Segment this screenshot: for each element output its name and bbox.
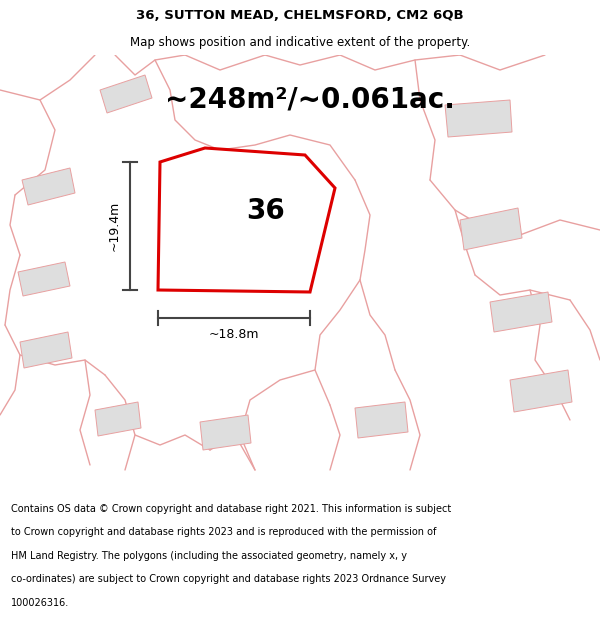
Text: ~18.8m: ~18.8m [209, 328, 259, 341]
Text: 36: 36 [246, 197, 285, 225]
Text: 100026316.: 100026316. [11, 598, 69, 608]
Polygon shape [490, 292, 552, 332]
Polygon shape [22, 168, 75, 205]
Polygon shape [20, 332, 72, 368]
Text: 36, SUTTON MEAD, CHELMSFORD, CM2 6QB: 36, SUTTON MEAD, CHELMSFORD, CM2 6QB [136, 9, 464, 22]
Polygon shape [445, 100, 512, 137]
Text: to Crown copyright and database rights 2023 and is reproduced with the permissio: to Crown copyright and database rights 2… [11, 527, 436, 537]
Text: Map shows position and indicative extent of the property.: Map shows position and indicative extent… [130, 36, 470, 49]
Polygon shape [158, 148, 335, 292]
Polygon shape [95, 402, 141, 436]
Polygon shape [460, 208, 522, 250]
Text: ~19.4m: ~19.4m [107, 201, 121, 251]
Polygon shape [510, 370, 572, 412]
Text: co-ordinates) are subject to Crown copyright and database rights 2023 Ordnance S: co-ordinates) are subject to Crown copyr… [11, 574, 446, 584]
Polygon shape [100, 75, 152, 113]
Polygon shape [355, 402, 408, 438]
Text: HM Land Registry. The polygons (including the associated geometry, namely x, y: HM Land Registry. The polygons (includin… [11, 551, 407, 561]
Polygon shape [200, 415, 251, 450]
Polygon shape [18, 262, 70, 296]
Text: Contains OS data © Crown copyright and database right 2021. This information is : Contains OS data © Crown copyright and d… [11, 504, 451, 514]
Text: ~248m²/~0.061ac.: ~248m²/~0.061ac. [165, 86, 455, 114]
